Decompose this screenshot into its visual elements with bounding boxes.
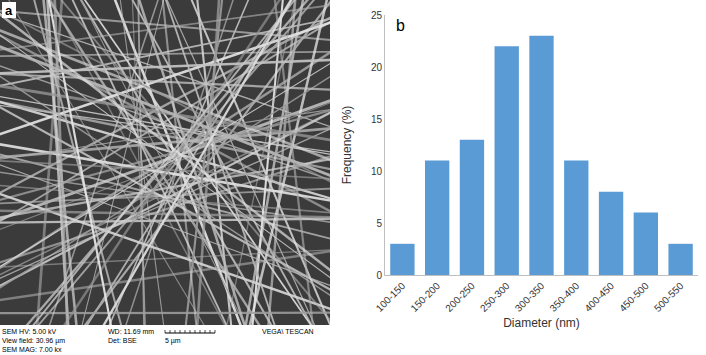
- svg-text:500-550: 500-550: [652, 280, 686, 314]
- svg-text:a: a: [5, 3, 13, 18]
- svg-text:350-400: 350-400: [547, 280, 581, 314]
- svg-text:300-350: 300-350: [513, 280, 547, 314]
- svg-text:450-500: 450-500: [617, 280, 651, 314]
- svg-text:10: 10: [371, 166, 383, 177]
- svg-text:250-300: 250-300: [478, 280, 512, 314]
- svg-text:Diameter (nm): Diameter (nm): [503, 316, 580, 330]
- svg-text:5 µm: 5 µm: [165, 337, 181, 345]
- svg-text:5: 5: [376, 218, 382, 229]
- svg-text:400-450: 400-450: [582, 280, 616, 314]
- svg-text:200-250: 200-250: [443, 280, 477, 314]
- svg-text:15: 15: [371, 114, 383, 125]
- svg-text:View field: 30.96 µm: View field: 30.96 µm: [2, 337, 65, 345]
- svg-text:SEM HV: 5.00 kV: SEM HV: 5.00 kV: [2, 328, 57, 335]
- svg-text:VEGA\ TESCAN: VEGA\ TESCAN: [262, 328, 314, 335]
- svg-text:0: 0: [376, 270, 382, 281]
- svg-text:100-150: 100-150: [374, 280, 408, 314]
- svg-text:Det: BSE: Det: BSE: [108, 337, 137, 344]
- svg-text:150-200: 150-200: [408, 280, 442, 314]
- svg-text:b: b: [396, 17, 405, 34]
- svg-text:25: 25: [371, 10, 383, 21]
- svg-text:SEM MAG: 7.00 kx: SEM MAG: 7.00 kx: [2, 346, 62, 353]
- svg-text:WD: 11.69 mm: WD: 11.69 mm: [108, 328, 154, 335]
- svg-text:Frequency (%): Frequency (%): [340, 106, 354, 185]
- svg-text:20: 20: [371, 62, 383, 73]
